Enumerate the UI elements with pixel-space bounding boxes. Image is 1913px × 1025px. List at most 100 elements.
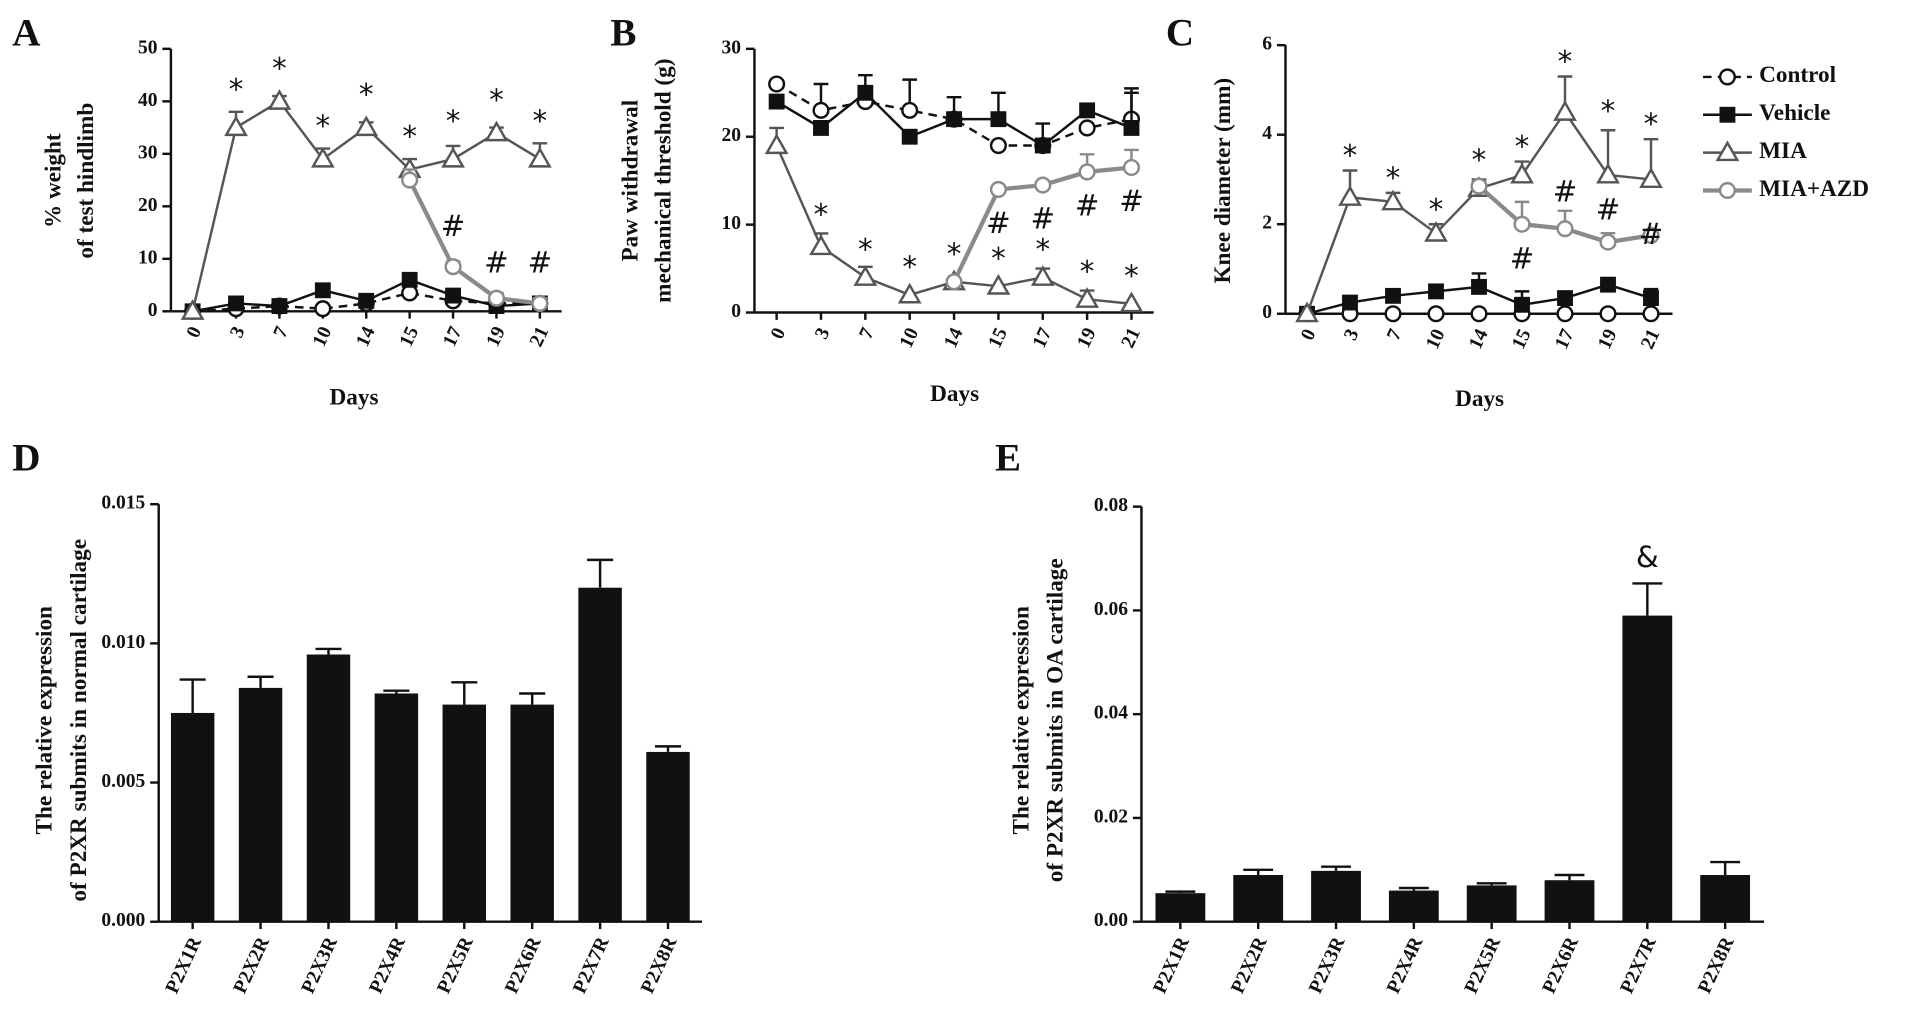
- error-bar: [1321, 865, 1351, 871]
- y-tick-label: 4: [1262, 123, 1272, 144]
- x-tick-label: P2X6R: [1539, 933, 1584, 997]
- y-tick-label: 0: [148, 300, 158, 321]
- bar: [306, 654, 351, 922]
- marker: [314, 300, 332, 318]
- x-tick-label: 17: [1029, 325, 1056, 352]
- marker: [1428, 283, 1444, 300]
- marker: [1642, 226, 1660, 244]
- annotation: *: [858, 233, 873, 267]
- error-bar: [654, 745, 682, 752]
- series-line: [407, 179, 541, 306]
- error-bar: [247, 675, 274, 688]
- marker: [946, 111, 962, 128]
- annotation: *: [1080, 254, 1095, 288]
- annotation: *: [272, 51, 287, 85]
- y-tick-label: 0.00: [1094, 910, 1128, 931]
- marker: [1513, 215, 1531, 233]
- bar: [1155, 893, 1206, 922]
- legend-marker: [1718, 181, 1736, 199]
- annotation: *: [947, 237, 962, 271]
- bar: [1700, 875, 1751, 922]
- annotation: #: [1075, 189, 1100, 223]
- legend-label: MIA+AZD: [1759, 176, 1869, 202]
- marker: [813, 120, 829, 136]
- annotation: *: [1386, 161, 1401, 195]
- x-tick-label: P2X5R: [434, 933, 479, 997]
- y-tick-label: 0.005: [101, 771, 145, 792]
- error-bar: [315, 647, 342, 655]
- x-tick-label: 0: [767, 325, 790, 343]
- marker: [1471, 278, 1487, 295]
- annotation: #: [1119, 184, 1144, 218]
- marker: [768, 75, 786, 93]
- panel-label: C: [1166, 12, 1194, 55]
- marker: [768, 93, 785, 110]
- annotation: *: [1601, 94, 1616, 128]
- error-bar: [1710, 860, 1741, 876]
- x-tick-label: 7: [856, 325, 879, 343]
- marker: [1122, 158, 1141, 177]
- x-tick-label: P2X7R: [569, 933, 614, 997]
- marker: [1557, 290, 1573, 307]
- y-axis-label: of P2XR submits in normal cartilage: [66, 539, 92, 902]
- annotation: *: [533, 104, 548, 138]
- bar: [1622, 615, 1673, 922]
- marker: [1642, 305, 1660, 323]
- annotation: #: [484, 246, 509, 280]
- marker: [857, 84, 874, 101]
- bar: [170, 712, 215, 922]
- marker: [271, 298, 288, 314]
- marker: [531, 294, 549, 312]
- x-tick-label: P2X3R: [1305, 933, 1350, 997]
- marker: [1556, 305, 1574, 323]
- annotation: #: [1030, 202, 1055, 236]
- panel-label: E: [995, 436, 1021, 479]
- marker: [1470, 177, 1488, 195]
- y-tick-label: 30: [138, 142, 158, 163]
- legend-label: Vehicle: [1759, 100, 1830, 126]
- y-tick-label: 0.02: [1094, 806, 1128, 827]
- x-tick-label: 3: [1340, 326, 1363, 344]
- panel-line: A% weight of test hindlimbDays01020304050…: [12, 12, 562, 411]
- x-tick-label: 10: [896, 325, 923, 352]
- bar: [510, 704, 554, 922]
- error-bar: [1632, 582, 1663, 616]
- annotation: *: [991, 241, 1006, 275]
- marker: [945, 273, 963, 291]
- marker: [809, 234, 833, 256]
- marker: [354, 115, 379, 137]
- legend-marker: [1715, 140, 1740, 162]
- x-axis-label: Days: [330, 385, 379, 411]
- marker: [1599, 233, 1617, 251]
- panel-label: A: [12, 12, 40, 55]
- x-tick-label: 17: [1551, 326, 1578, 353]
- x-tick-label: P2X1R: [1150, 933, 1195, 997]
- bar: [238, 687, 283, 922]
- panel-bar: D The relative expression of P2XR submits …: [12, 436, 702, 997]
- x-tick-label: 14: [352, 323, 379, 350]
- annotation: *: [489, 83, 504, 117]
- annotation: *: [814, 197, 829, 231]
- x-tick-label: 7: [270, 323, 293, 341]
- y-tick-label: 2: [1262, 213, 1272, 234]
- bar: [1544, 880, 1595, 922]
- annotation: *: [1515, 130, 1530, 164]
- marker: [445, 287, 461, 304]
- marker: [444, 258, 462, 276]
- annotation: *: [359, 78, 374, 112]
- panel-line: B Paw withdrawal mechanical threshold (g) D…: [610, 12, 1154, 407]
- marker: [1034, 176, 1052, 194]
- annotation: #: [1639, 217, 1664, 251]
- panel-label: D: [12, 436, 40, 479]
- marker: [990, 111, 1007, 128]
- marker: [764, 133, 789, 155]
- marker: [897, 282, 922, 304]
- marker: [989, 180, 1007, 199]
- y-tick-label: 0.06: [1094, 599, 1128, 620]
- annotation: *: [902, 250, 917, 284]
- error-bar: [519, 692, 546, 705]
- y-tick-label: 6: [1262, 34, 1272, 55]
- marker: [1639, 167, 1663, 189]
- marker: [314, 282, 331, 299]
